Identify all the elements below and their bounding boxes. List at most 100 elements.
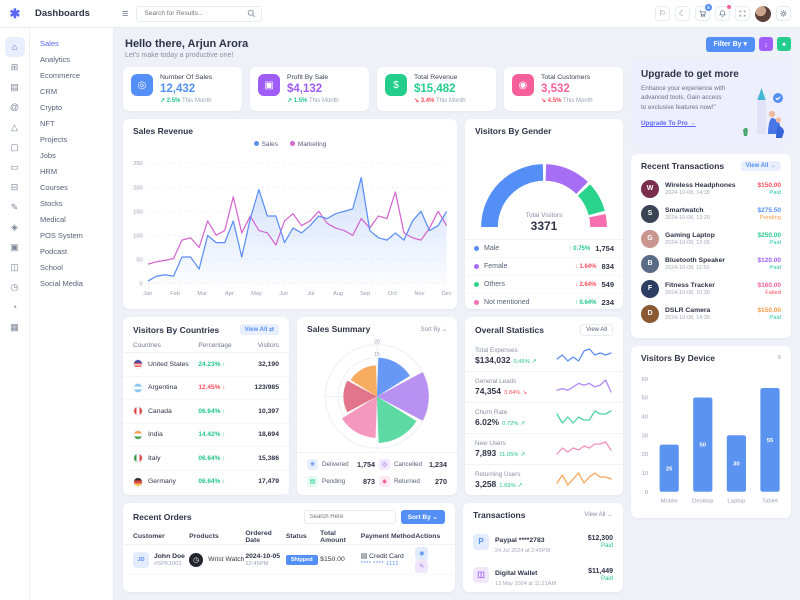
country-name: Argentina (133, 382, 198, 393)
rail-icon[interactable]: ⌂ (4, 37, 25, 57)
transaction-item[interactable]: W Wireless Headphones 2024-10-08, 14:35 … (631, 176, 791, 201)
rail-icon[interactable]: @ (9, 102, 20, 112)
svg-text:100: 100 (133, 233, 143, 239)
user-avatar[interactable] (755, 5, 771, 22)
order-row[interactable]: JD John Doe #SPK1001 ◷ Wrist Watch 2024-1… (123, 545, 455, 575)
upgrade-banner: Upgrade to get more Enhance your experie… (631, 60, 791, 146)
country-visitors: 15,386 (258, 454, 279, 462)
download-button[interactable]: ↓ (759, 37, 773, 51)
rail-icon[interactable]: ⊞ (10, 61, 19, 72)
rail-icon[interactable]: ▦ (10, 321, 19, 332)
legend-value: 1,754 (357, 460, 375, 469)
edit-order-button[interactable]: ✎ (415, 559, 429, 573)
menu-toggle-icon[interactable]: ≡ (122, 7, 129, 20)
sales-revenue-chart: 0 50 100 150 200 250 Jan Feb Mar Apr May Jun Jul Aug S… (133, 161, 452, 297)
country-visitors: 10,397 (258, 407, 279, 415)
upgrade-link[interactable]: Upgrade To Pro → (641, 120, 696, 128)
rail-icon[interactable]: ◔ (11, 302, 18, 312)
transaction-item[interactable]: ◫ Digital Wallet 13 May 2024 at 11:21AM … (463, 558, 623, 591)
global-search[interactable] (136, 5, 263, 22)
svg-text:250: 250 (133, 161, 143, 167)
rail-icon[interactable]: ▭ (10, 161, 19, 172)
trend-arrow: ↑ (568, 245, 572, 252)
order-product: ◷ Wrist Watch (189, 552, 245, 567)
tools-button[interactable]: ✦ (777, 37, 791, 51)
sidebar-item[interactable]: School (40, 262, 63, 272)
country-row: Canada 06.64% ↑ 10,397 (123, 400, 289, 424)
transaction-item[interactable]: G Gaming Laptop 2024-10-08, 12:05 $250.0… (631, 226, 791, 251)
orders-table-header: Customer Products Ordered Date Status Tota… (123, 529, 455, 545)
sort-by-button[interactable]: Sort By ⌄ (400, 510, 445, 524)
rail-icon[interactable]: ▢ (10, 141, 19, 152)
transaction-date: 2024-10-08, 13:20 (665, 214, 710, 221)
sidebar-item[interactable]: CRM (40, 86, 58, 96)
sidebar-item[interactable]: Ecommerce (40, 70, 81, 80)
country-name: United States (133, 359, 198, 370)
transactions-list: P Paypal ****2783 24 Jul 2024 at 2:45PM … (463, 525, 623, 591)
view-all-button[interactable]: View All → (740, 161, 781, 171)
sort-by-button[interactable]: Sort By ⌄ (420, 326, 447, 333)
country-row: United States 24.23% ↑ 32,190 (123, 353, 289, 377)
sidebar-item[interactable]: HRM (40, 166, 58, 176)
sidebar-item[interactable]: Jobs (40, 150, 56, 160)
rail-icon[interactable]: ◈ (11, 221, 18, 232)
transaction-item[interactable]: B Bluetooth Speaker 2024-10-08, 11:50 $1… (631, 251, 791, 276)
sidebar-item[interactable]: Analytics (40, 54, 71, 64)
app-logo-icon[interactable]: ✱ (9, 5, 21, 21)
rail-icon[interactable]: ▤ (10, 81, 19, 92)
transaction-item[interactable]: F Fitness Tracker 2024-10-08, 10:30 $160… (631, 276, 791, 301)
filter-by-button[interactable]: Filter By ▾ (705, 36, 755, 52)
svg-text:55: 55 (767, 438, 774, 444)
view-all-button[interactable]: View All (580, 324, 613, 336)
transaction-date: 2024-10-08, 14:35 (665, 189, 710, 196)
sidebar-item[interactable]: Podcast (40, 246, 68, 256)
sidebar-item[interactable]: Courses (40, 182, 68, 192)
view-order-button[interactable]: ◉ (415, 546, 429, 560)
notifications-button[interactable] (715, 5, 731, 21)
gender-label: Female (484, 263, 508, 270)
rail-icon[interactable]: ✎ (10, 201, 19, 212)
transaction-item[interactable]: D DSLR Camera 2024-10-08, 14:35 $150.00 … (631, 301, 791, 326)
trend-arrow: ↗ (160, 98, 166, 104)
series-dot (289, 141, 295, 146)
orders-search-input[interactable] (303, 510, 396, 524)
search-input[interactable] (142, 9, 248, 18)
chart-menu-icon[interactable]: ≡ (777, 355, 781, 361)
transaction-amount: $12,300 (587, 534, 613, 542)
country-flag-icon (133, 476, 143, 487)
svg-text:Sep: Sep (360, 291, 370, 297)
sidebar-item[interactable]: Social Media (40, 278, 83, 288)
sidebar-item[interactable]: NFT (40, 118, 55, 128)
rail-icon[interactable]: ⊟ (10, 181, 19, 192)
transaction-item[interactable]: S Smartwatch 2024-10-08, 13:20 $275.50 P… (631, 201, 791, 226)
sidebar-item[interactable]: Projects (40, 134, 68, 144)
trend-arrow: ↘ (541, 98, 547, 104)
greeting-subtitle: Let's make today a productive one! (125, 52, 234, 59)
sidebar-item[interactable]: POS System (40, 230, 83, 240)
sidebar-item[interactable]: Crypto (40, 102, 63, 112)
greeting-block: Hello there, Arjun Arora Let's make toda… (123, 36, 623, 59)
cart-button[interactable]: 5 (695, 4, 712, 21)
sidebar-item[interactable]: Medical (40, 214, 66, 224)
language-flag-button[interactable]: ⚐ (655, 6, 670, 21)
sidebar-item[interactable]: Stocks (40, 198, 63, 208)
customer-avatar: JD (133, 551, 149, 568)
rail-icon[interactable]: △ (11, 121, 18, 132)
rail-icon[interactable]: ▣ (10, 241, 19, 252)
country-percentage: 06.64% ↑ (198, 478, 226, 486)
rail-icon[interactable]: ◫ (10, 261, 19, 272)
settings-button[interactable] (776, 6, 791, 21)
dark-mode-button[interactable]: ☾ (675, 6, 690, 21)
sidebar-item[interactable]: Sales (40, 38, 59, 48)
product-name: Smartwatch (665, 206, 704, 214)
cart-icon (699, 10, 707, 17)
rail-icon[interactable]: ◷ (10, 281, 19, 292)
view-all-button[interactable]: View All ⇄ (239, 324, 279, 335)
transaction-item[interactable]: P Paypal ****2783 24 Jul 2024 at 2:45PM … (463, 525, 623, 558)
product-image: B (641, 254, 659, 273)
sparkline-chart (556, 379, 612, 393)
svg-text:Jan: Jan (143, 291, 152, 297)
view-all-button[interactable]: View All → (584, 512, 613, 518)
stat-trend: 11.05% ↗ (499, 452, 525, 458)
fullscreen-button[interactable] (735, 6, 750, 21)
